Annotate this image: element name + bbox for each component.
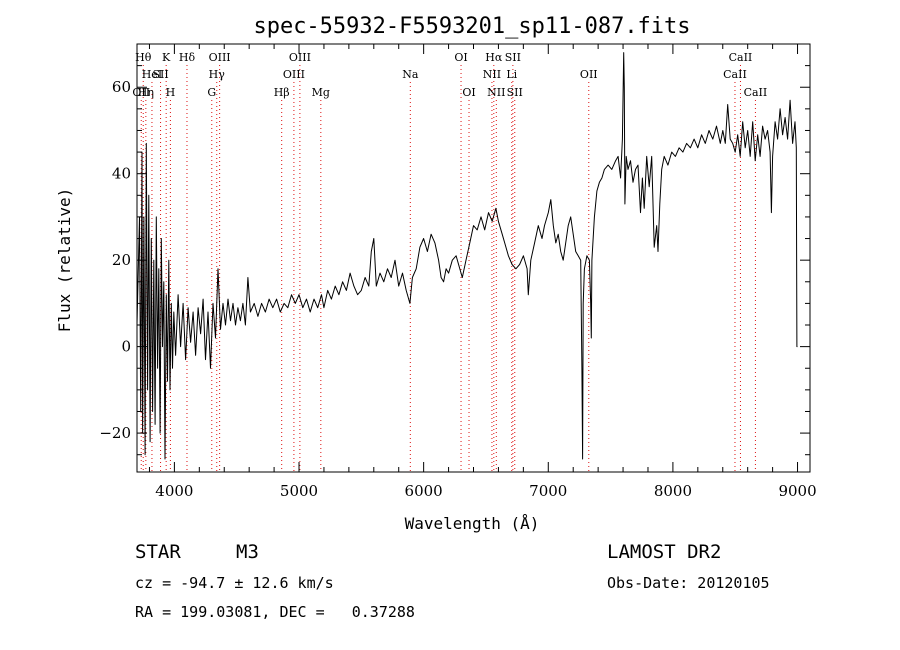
spectral-line-label: Hθ [135,51,152,64]
spectral-line-label: Na [402,68,419,81]
spectral-line-label: OIII [209,51,231,64]
spectral-line-labels: HθOIIHηHeISIIKHHδGHγOIIIHβOIIIOIIIMgNaOI… [132,51,767,99]
spectral-line-label: Mg [312,86,330,99]
spectral-line-label: G [207,86,216,99]
spectral-line-label: CaII [744,86,768,99]
spectral-line-label: K [162,51,171,64]
coordinates-text: RA = 199.03081, DEC = 0.37288 [135,603,415,621]
y-tick-label: 0 [121,338,131,356]
object-subclass: M3 [236,541,259,563]
y-tick-label: −20 [99,424,131,442]
object-type: STAR [135,541,181,563]
obs-date: Obs-Date: 20120105 [607,574,770,592]
y-axis-label: Flux (relative) [55,188,74,333]
spectral-line-label: NII [487,86,505,99]
spectral-line-label: SII [507,86,523,99]
spectral-line-label: Li [506,68,517,81]
spectral-line-label: SII [505,51,521,64]
spectral-line-label: H [166,86,176,99]
spectral-line-label: OIII [289,51,311,64]
y-axis: −20 0 20 40 60 [99,65,810,456]
spectrum-line [136,52,798,460]
y-tick-label: 60 [112,78,131,96]
spectral-line-label: Hη [138,86,154,99]
spectral-line-label: OII [580,68,598,81]
spectral-line-label: OI [462,86,475,99]
y-tick-label: 20 [112,251,131,269]
y-tick-label: 40 [112,165,131,183]
x-tick-label: 9000 [778,482,816,500]
survey-name: LAMOST DR2 [607,541,722,563]
spectral-line-label: NII [483,68,501,81]
spectral-line-label: CaII [729,51,753,64]
x-axis-label: Wavelength (Å) [405,514,540,533]
spectral-line-label: Hδ [179,51,196,64]
x-axis: 4000 5000 6000 7000 8000 9000 [148,44,817,500]
x-tick-label: 6000 [405,482,443,500]
spectral-line-markers [140,65,756,472]
spectral-line-label: Hγ [209,68,226,81]
x-tick-label: 8000 [654,482,692,500]
spectral-line-label: HeI [142,68,162,81]
spectral-line-label: Hα [485,51,503,64]
plot-frame [136,43,811,473]
spectral-line-label: CaII [723,68,747,81]
spectral-line-label: OI [454,51,467,64]
spectral-line-label: OIII [283,68,305,81]
x-tick-label: 4000 [155,482,193,500]
redshift-text: cz = -94.7 ± 12.6 km/s [135,574,334,592]
x-tick-label: 7000 [529,482,567,500]
spectral-line-label: SII [152,68,168,81]
spectral-line-label: Hβ [274,86,290,99]
chart-title: spec-55932-F5593201_sp11-087.fits [253,14,690,39]
x-tick-label: 5000 [280,482,318,500]
